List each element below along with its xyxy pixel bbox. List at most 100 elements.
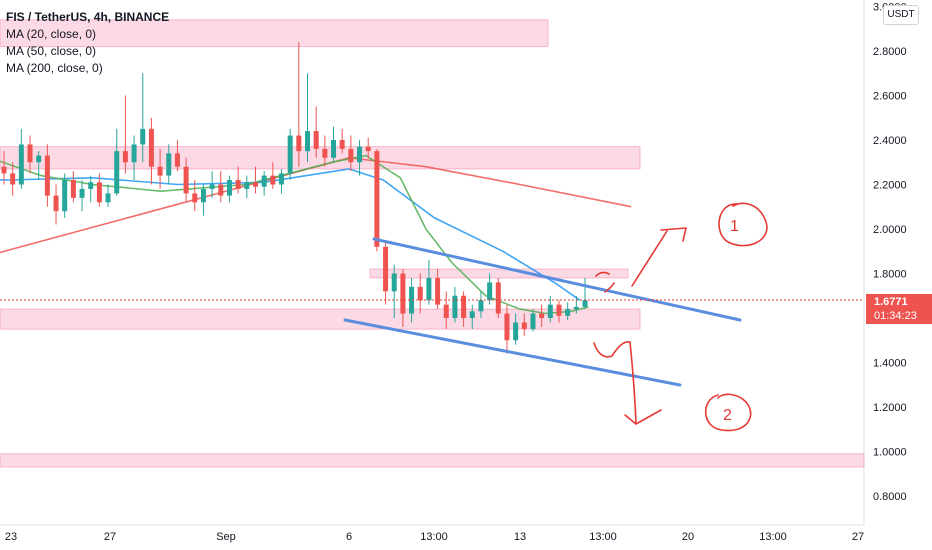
candle-body: [461, 295, 467, 318]
x-tick-label: 23: [5, 531, 17, 543]
candle-body: [487, 282, 493, 301]
candle-body: [174, 153, 180, 167]
candle-body: [400, 273, 406, 314]
candle-body: [582, 300, 588, 307]
y-tick-label: 2.6000: [873, 91, 907, 103]
candle-body: [96, 182, 102, 203]
candle-body: [148, 128, 154, 167]
candle-body: [18, 144, 24, 185]
candle-body: [44, 155, 50, 196]
y-tick-label: 2.4000: [873, 135, 907, 147]
ma200-legend[interactable]: MA (200, close, 0): [6, 61, 103, 75]
y-tick-label: 2.8000: [873, 46, 907, 58]
candle-body: [166, 153, 172, 176]
candle-body: [200, 188, 206, 203]
candle-body: [105, 193, 111, 203]
candle-body: [452, 295, 458, 318]
annotation-one: 1: [730, 218, 739, 235]
candle-body: [70, 180, 76, 198]
candle-body: [209, 184, 215, 189]
y-tick-label: 1.4000: [873, 358, 907, 370]
ma20-line: [0, 154, 589, 315]
ink-arrow-up: [631, 227, 687, 287]
ma50-legend[interactable]: MA (50, close, 0): [6, 44, 97, 58]
x-tick-label: 6: [346, 531, 352, 543]
x-tick-label: 13: [514, 531, 526, 543]
ma50-line: [0, 168, 581, 301]
chart-legend: FIS / TetherUS, 4h, BINANCE MA (20, clos…: [6, 9, 169, 77]
candle-body: [365, 146, 371, 152]
candle-body: [53, 195, 59, 212]
candle-body: [322, 148, 328, 158]
x-tick-label: 20: [682, 531, 694, 543]
symbol-title[interactable]: FIS / TetherUS, 4h, BINANCE: [6, 10, 170, 24]
y-tick-label: 0.8000: [873, 491, 907, 503]
candle-body: [357, 146, 363, 163]
candle-body: [296, 135, 302, 152]
y-tick-label: 1.0000: [873, 447, 907, 459]
candle-body: [244, 182, 250, 189]
candle-body: [252, 182, 258, 187]
candle-body: [339, 140, 345, 149]
candle-body: [521, 322, 527, 330]
x-tick-label: 27: [852, 531, 864, 543]
x-tick-label: 27: [104, 531, 116, 543]
candle-body: [192, 193, 198, 203]
candle-body: [435, 277, 441, 305]
candle-body: [374, 151, 380, 247]
x-tick-label: 13:00: [589, 531, 617, 543]
candle-body: [1, 166, 7, 174]
candle-body: [556, 304, 562, 316]
candle-body: [218, 184, 224, 196]
bar-countdown: 01:34:23: [874, 310, 917, 322]
candle-body: [79, 188, 85, 198]
candle-body: [278, 173, 284, 185]
ink-squiggle: [595, 271, 615, 293]
candle-body: [469, 311, 475, 318]
y-tick-label: 1.8000: [873, 269, 907, 281]
last-price-value: 1.6771: [874, 296, 908, 308]
ink-circle-one: [718, 202, 768, 247]
zone-rect: [0, 19, 549, 48]
candle-body: [539, 313, 545, 318]
upper-trendline: [372, 237, 742, 322]
x-tick-label: Sep: [216, 531, 236, 543]
x-tick-label: 13:00: [420, 531, 448, 543]
zone-rect: [0, 308, 641, 330]
candle-body: [140, 128, 146, 145]
candle-body: [10, 173, 16, 185]
candle-body: [114, 151, 120, 194]
candle-body: [495, 282, 501, 314]
zone-rect: [0, 453, 865, 468]
ma20-legend[interactable]: MA (20, close, 0): [6, 27, 97, 41]
candle-body: [426, 277, 432, 301]
candle-body: [530, 313, 536, 330]
currency-button[interactable]: USDT: [883, 5, 919, 25]
candle-body: [547, 304, 553, 318]
candle-body: [348, 148, 354, 163]
candle-body: [417, 286, 423, 301]
candle-body: [122, 151, 128, 163]
candle-body: [383, 246, 389, 292]
candle-body: [331, 140, 337, 158]
ink-arrow-down: [593, 340, 662, 425]
annotation-two: 2: [723, 407, 732, 424]
candle-body: [261, 175, 267, 187]
candle-body: [513, 322, 519, 341]
candle-body: [183, 166, 189, 194]
candle-body: [235, 180, 241, 189]
candle-body: [157, 166, 163, 176]
candle-body: [305, 131, 311, 152]
y-tick-label: 1.2000: [873, 402, 907, 414]
candle-body: [131, 144, 137, 163]
candle-body: [504, 313, 510, 341]
candle-body: [62, 180, 68, 212]
candle-body: [478, 300, 484, 312]
lower-trendline: [343, 318, 682, 387]
candle-body: [565, 309, 571, 316]
candle-body: [88, 182, 94, 189]
candle-body: [36, 155, 42, 163]
candle-body: [270, 175, 276, 185]
